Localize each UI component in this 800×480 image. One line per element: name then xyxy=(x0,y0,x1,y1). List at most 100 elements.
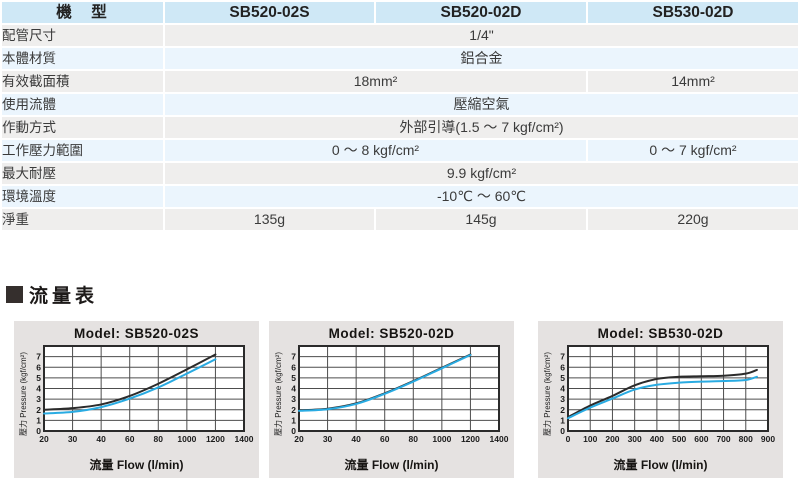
x-tick-label: 400 xyxy=(650,434,664,444)
series-line-lower-cyan xyxy=(567,375,758,420)
spec-row: 使用流體 壓縮空氣 xyxy=(2,94,798,115)
y-tick-label: 3 xyxy=(36,394,41,404)
y-tick-label: 1 xyxy=(291,415,296,425)
y-tick-label: 5 xyxy=(560,373,565,383)
series-line-lower-cyan xyxy=(298,354,472,412)
series-line-lower-cyan xyxy=(43,358,217,415)
x-tick-label: 600 xyxy=(694,434,708,444)
y-tick-label: 7 xyxy=(36,352,41,362)
plot-border xyxy=(298,345,500,432)
plot-border xyxy=(43,345,245,432)
chart-title: Model: SB530-02D xyxy=(597,326,724,341)
x-tick-label: 80 xyxy=(154,434,164,444)
x-tick-label: 800 xyxy=(739,434,753,444)
y-tick-label: 6 xyxy=(291,362,296,372)
x-tick-label: 60 xyxy=(380,434,390,444)
x-tick-label: 1200 xyxy=(461,434,480,444)
section-title: 流量表 xyxy=(6,281,800,308)
header-model-label: 機 型 xyxy=(2,2,163,23)
plot-border xyxy=(567,345,769,432)
x-tick-label: 300 xyxy=(628,434,642,444)
y-tick-label: 2 xyxy=(36,405,41,415)
x-tick-label: 40 xyxy=(96,434,106,444)
y-tick-label: 3 xyxy=(560,394,565,404)
x-tick-label: 100 xyxy=(583,434,597,444)
chart-title: Model: SB520-02D xyxy=(328,326,455,341)
spec-row: 作動方式 外部引導(1.5 ～ 7 kgf/cm²) xyxy=(2,117,798,138)
spec-row-label: 作動方式 xyxy=(2,117,163,138)
series-line-upper-black xyxy=(567,368,758,419)
spec-value-cell: 0 ～ 8 kgf/cm² xyxy=(165,140,586,161)
y-tick-label: 4 xyxy=(560,384,565,394)
x-tick-label: 1400 xyxy=(490,434,509,444)
x-tick-label: 40 xyxy=(351,434,361,444)
y-tick-label: 2 xyxy=(560,405,565,415)
x-tick-label: 1000 xyxy=(432,434,451,444)
spec-value-cell: 145g xyxy=(376,209,586,230)
x-tick-label: 30 xyxy=(323,434,333,444)
x-axis-label: 流量 Flow (l/min) xyxy=(89,458,184,472)
x-tick-label: 60 xyxy=(125,434,135,444)
y-tick-label: 4 xyxy=(291,384,296,394)
x-tick-label: 20 xyxy=(294,434,304,444)
spec-table: 機 型 SB520-02S SB520-02D SB530-02D 配管尺寸 1/… xyxy=(0,0,800,232)
chart-title: Model: SB520-02S xyxy=(73,326,200,341)
y-axis-label: 壓力 Pressure (kgf/cm²) xyxy=(543,352,552,437)
x-tick-label: 20 xyxy=(39,434,49,444)
y-tick-label: 2 xyxy=(291,405,296,415)
x-tick-label: 1000 xyxy=(177,434,196,444)
header-model-2: SB520-02D xyxy=(376,2,586,23)
y-tick-label: 7 xyxy=(560,352,565,362)
section-title-text: 流量表 xyxy=(29,286,99,307)
spec-value-cell: 18mm² xyxy=(165,71,586,92)
y-tick-label: 0 xyxy=(560,426,565,436)
table-header-row: 機 型 SB520-02S SB520-02D SB530-02D xyxy=(2,2,798,23)
x-tick-label: 900 xyxy=(761,434,775,444)
spec-row: 配管尺寸 1/4" xyxy=(2,25,798,46)
y-tick-label: 0 xyxy=(36,426,41,436)
spec-value-cell: 壓縮空氣 xyxy=(165,94,798,115)
spec-row-label: 最大耐壓 xyxy=(2,163,163,184)
spec-value-cell: 1/4" xyxy=(165,25,798,46)
spec-value-cell: -10℃ ～ 60℃ xyxy=(165,186,798,207)
y-tick-label: 3 xyxy=(291,394,296,404)
x-tick-label: 0 xyxy=(566,434,571,444)
flow-charts: Model: SB520-02S 壓力 Pressure (kgf/cm²) 0 1 2… xyxy=(0,321,800,478)
flow-chart: Model: SB530-02D 壓力 Pressure (kgf/cm²) 0 1 2… xyxy=(538,321,783,478)
y-tick-label: 5 xyxy=(36,373,41,383)
spec-row: 本體材質 鋁合金 xyxy=(2,48,798,69)
spec-row: 環境溫度 -10℃ ～ 60℃ xyxy=(2,186,798,207)
y-tick-label: 1 xyxy=(36,415,41,425)
spec-row: 淨重 135g 145g 220g xyxy=(2,209,798,230)
x-axis-label: 流量 Flow (l/min) xyxy=(613,458,708,472)
x-tick-label: 500 xyxy=(672,434,686,444)
section-square-icon xyxy=(6,286,23,303)
spec-row-label: 有效截面積 xyxy=(2,71,163,92)
spec-value-cell: 14mm² xyxy=(588,71,798,92)
series-line-upper-black xyxy=(43,353,217,411)
y-tick-label: 5 xyxy=(291,373,296,383)
spec-value-cell: 0 ～ 7 kgf/cm² xyxy=(588,140,798,161)
y-axis-label: 壓力 Pressure (kgf/cm²) xyxy=(19,352,28,437)
x-axis-label: 流量 Flow (l/min) xyxy=(344,458,439,472)
spec-value-cell: 9.9 kgf/cm² xyxy=(165,163,798,184)
spec-value-cell: 135g xyxy=(165,209,374,230)
spec-row-label: 工作壓力範圍 xyxy=(2,140,163,161)
y-tick-label: 0 xyxy=(291,426,296,436)
spec-row: 最大耐壓 9.9 kgf/cm² xyxy=(2,163,798,184)
y-tick-label: 6 xyxy=(560,362,565,372)
y-tick-label: 7 xyxy=(291,352,296,362)
spec-row: 有效截面積 18mm² 14mm² xyxy=(2,71,798,92)
flow-chart: Model: SB520-02S 壓力 Pressure (kgf/cm²) 0 1 2… xyxy=(14,321,259,478)
spec-row: 工作壓力範圍 0 ～ 8 kgf/cm² 0 ～ 7 kgf/cm² xyxy=(2,140,798,161)
spec-value-cell: 220g xyxy=(588,209,798,230)
x-tick-label: 30 xyxy=(68,434,78,444)
y-axis-label: 壓力 Pressure (kgf/cm²) xyxy=(274,352,283,437)
spec-row-label: 環境溫度 xyxy=(2,186,163,207)
x-tick-label: 1200 xyxy=(206,434,225,444)
x-tick-label: 200 xyxy=(605,434,619,444)
spec-row-label: 配管尺寸 xyxy=(2,25,163,46)
